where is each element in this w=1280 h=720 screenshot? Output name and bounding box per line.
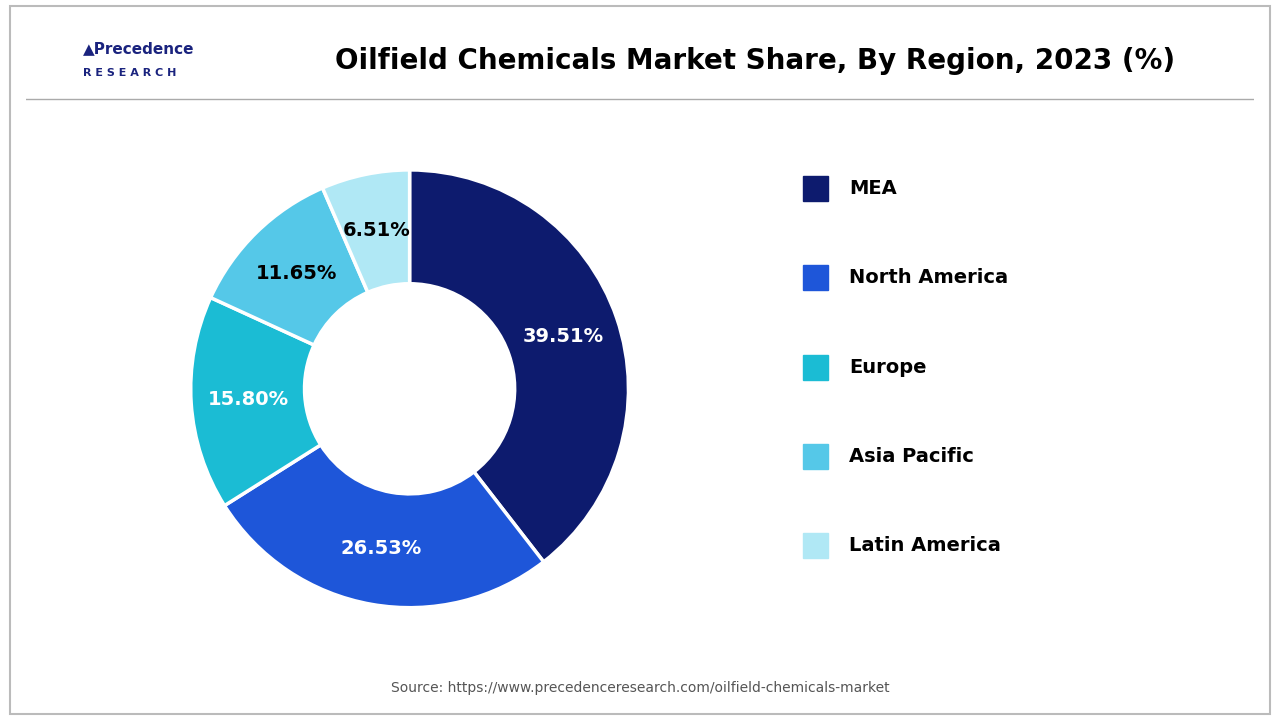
Wedge shape [410, 170, 628, 562]
Text: 6.51%: 6.51% [343, 221, 411, 240]
Bar [803, 266, 828, 290]
Text: MEA: MEA [849, 179, 897, 198]
Wedge shape [211, 188, 367, 345]
Text: 39.51%: 39.51% [522, 327, 603, 346]
Wedge shape [191, 297, 321, 505]
Text: 26.53%: 26.53% [340, 539, 422, 558]
Bar [803, 176, 828, 201]
Text: 11.65%: 11.65% [256, 264, 337, 282]
Text: Oilfield Chemicals Market Share, By Region, 2023 (%): Oilfield Chemicals Market Share, By Regi… [335, 48, 1175, 75]
Text: Latin America: Latin America [849, 536, 1001, 555]
Bar [803, 534, 828, 558]
Text: R E S E A R C H: R E S E A R C H [83, 68, 177, 78]
Text: Source: https://www.precedenceresearch.com/oilfield-chemicals-market: Source: https://www.precedenceresearch.c… [390, 680, 890, 695]
Bar [803, 355, 828, 379]
Text: ▲Precedence: ▲Precedence [83, 42, 195, 56]
Text: 15.80%: 15.80% [207, 390, 288, 409]
Text: Asia Pacific: Asia Pacific [849, 447, 974, 466]
Text: Europe: Europe [849, 358, 927, 377]
Wedge shape [224, 445, 544, 608]
Bar [803, 444, 828, 469]
Wedge shape [323, 170, 410, 292]
Text: North America: North America [849, 269, 1009, 287]
